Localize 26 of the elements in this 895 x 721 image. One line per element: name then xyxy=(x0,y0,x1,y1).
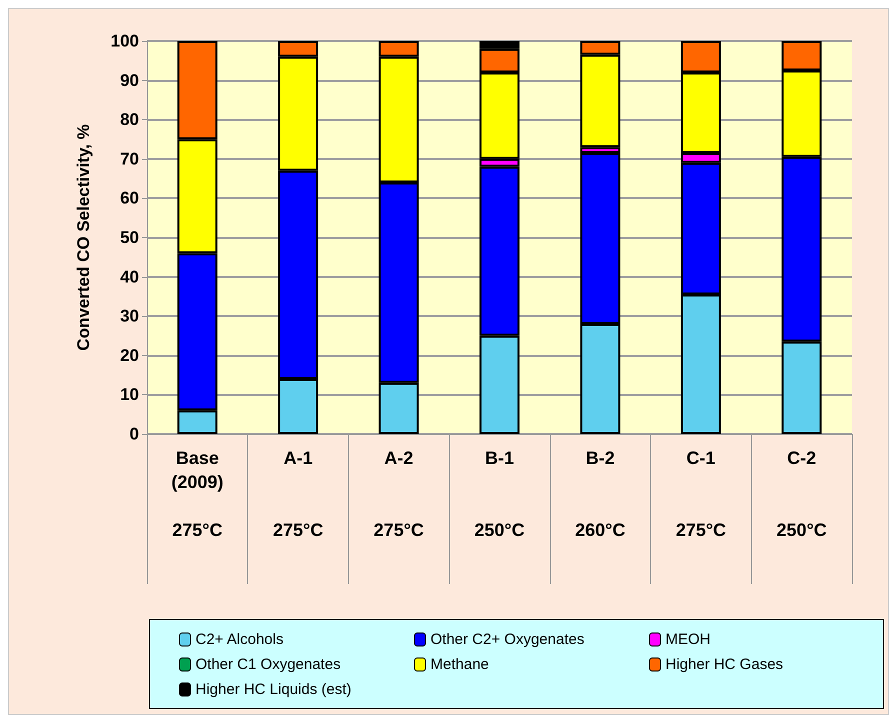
legend-label: Other C1 Oxygenates xyxy=(196,656,341,673)
legend-label: Higher HC Liquids (est) xyxy=(196,681,352,698)
legend-label: MEOH xyxy=(666,631,710,648)
y-tick-label: 40 xyxy=(120,267,139,286)
legend-label: Methane xyxy=(430,656,489,673)
y-tick-label: 90 xyxy=(120,70,139,90)
y-tick-label: 80 xyxy=(120,110,139,130)
category-label: C-2 250°C xyxy=(776,448,827,540)
y-tick-label: 70 xyxy=(120,149,139,168)
category-label: B-2 260°C xyxy=(575,448,626,540)
category-label: A-1 275°C xyxy=(272,448,324,540)
legend-label: C2+ Alcohols xyxy=(196,631,284,648)
legend-label: Other C2+ Oxygenates xyxy=(430,631,584,648)
y-tick-label: 0 xyxy=(130,424,139,444)
y-axis-title: Converted CO Selectivity, % xyxy=(74,124,93,351)
legend-label: Higher HC Gases xyxy=(666,656,784,673)
y-tick-label: 10 xyxy=(120,385,139,404)
y-tick-label: 50 xyxy=(120,228,139,247)
y-tick-label: 100 xyxy=(110,32,139,50)
category-label: Base (2009) 275°C xyxy=(171,448,224,540)
y-tick-label: 20 xyxy=(120,346,139,365)
category-label: B-1 250°C xyxy=(474,448,525,540)
y-tick-label: 30 xyxy=(120,306,139,326)
category-label: A-2 275°C xyxy=(374,448,424,540)
category-label: C-1 275°C xyxy=(676,448,726,540)
y-tick-label: 60 xyxy=(120,188,139,208)
